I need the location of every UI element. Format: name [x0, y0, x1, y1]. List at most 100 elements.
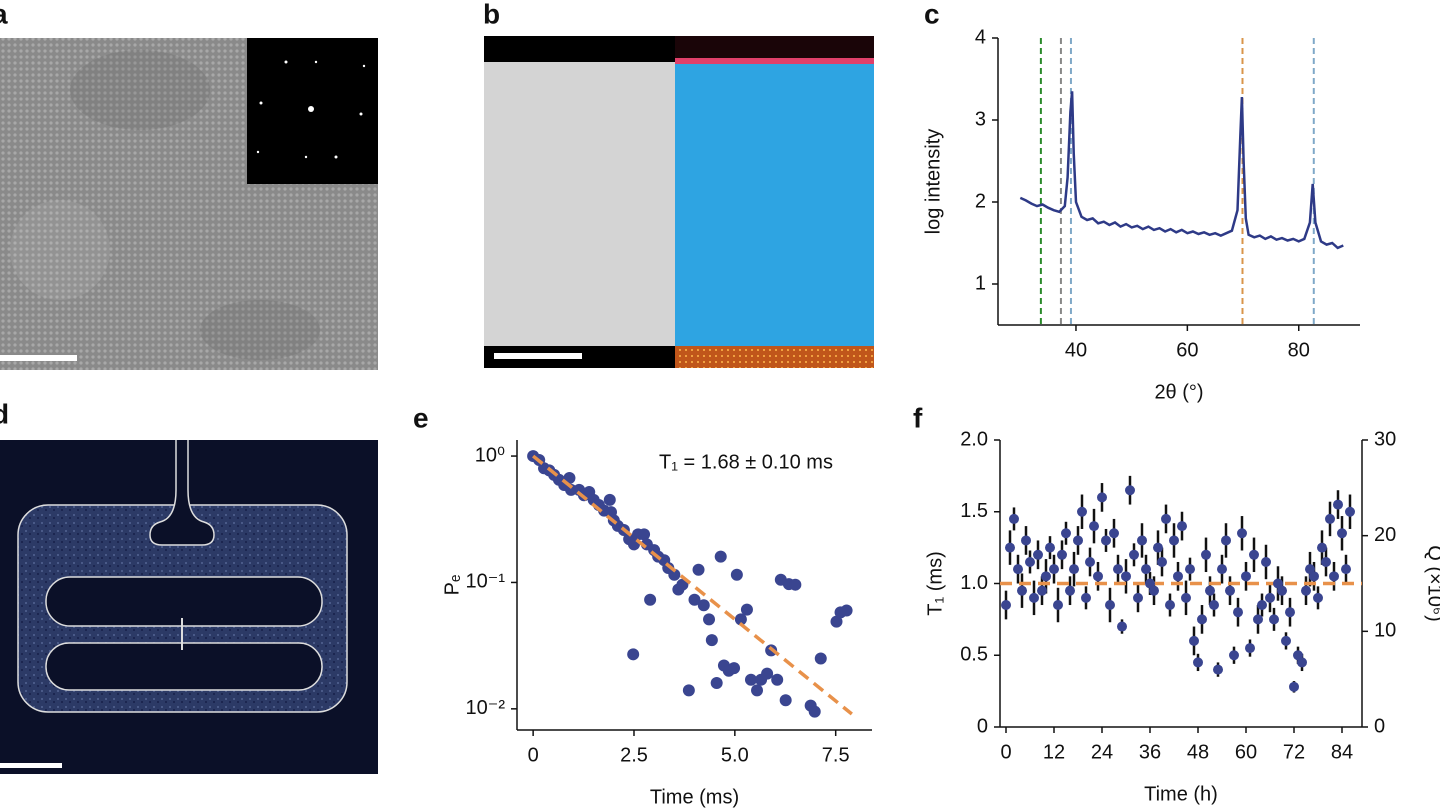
data-point — [1057, 549, 1067, 560]
data-point — [638, 528, 651, 541]
data-point — [714, 550, 727, 563]
data-point — [1141, 564, 1151, 575]
data-point — [779, 694, 792, 707]
data-point — [1001, 600, 1011, 611]
data-point — [1097, 492, 1107, 503]
data-point — [1025, 556, 1035, 567]
data-point — [1313, 592, 1323, 603]
data-point — [1061, 528, 1071, 539]
data-point — [1225, 585, 1235, 596]
data-point — [676, 578, 689, 591]
data-point — [1289, 681, 1299, 692]
y2-tick-label: 10 — [1374, 620, 1396, 642]
data-point — [1197, 614, 1207, 625]
data-point — [1005, 542, 1015, 553]
y-tick-label: 10⁰ — [475, 444, 505, 466]
data-point — [1217, 564, 1227, 575]
data-point — [1081, 592, 1091, 603]
data-point — [1049, 564, 1059, 575]
y-axis-label: Pₑ — [441, 575, 463, 596]
y-tick-label: 0.5 — [960, 644, 988, 666]
panel-label: e — [413, 402, 429, 433]
data-point — [1181, 592, 1191, 603]
data-point — [692, 563, 705, 576]
x-tick-label: 2.5 — [620, 744, 648, 766]
fit-line — [532, 454, 853, 716]
x-tick-label: 0 — [1000, 741, 1011, 763]
panel-label: a — [0, 0, 8, 29]
x-tick-label: 84 — [1331, 741, 1353, 763]
data-point — [1277, 585, 1287, 596]
data-point — [1189, 635, 1199, 646]
data-point — [1109, 528, 1119, 539]
data-point — [1053, 600, 1063, 611]
micrograph-a — [0, 38, 378, 370]
x-tick-label: 80 — [1288, 339, 1310, 361]
x-tick-label: 36 — [1139, 741, 1161, 763]
data-point — [1037, 585, 1047, 596]
y2-tick-label: 0 — [1374, 715, 1385, 737]
data-point — [644, 593, 657, 606]
data-point — [1065, 585, 1075, 596]
x-tick-label: 12 — [1043, 741, 1065, 763]
data-point — [1045, 542, 1055, 553]
data-point — [1321, 556, 1331, 567]
data-point — [744, 673, 757, 686]
data-point — [1021, 535, 1031, 546]
data-point — [1261, 556, 1271, 567]
data-point — [1213, 664, 1223, 675]
y-tick-label: 10⁻¹ — [466, 571, 506, 593]
y-axis-label: T₁ (ms) — [924, 551, 946, 616]
data-point — [1253, 614, 1263, 625]
annotation: T₁ = 1.68 ± 0.10 ms — [659, 451, 833, 473]
data-point — [1233, 607, 1243, 618]
data-point — [1029, 592, 1039, 603]
y-tick-label: 3 — [975, 108, 986, 130]
data-point — [1033, 549, 1043, 560]
data-point — [1201, 549, 1211, 560]
y-tick-label: 1 — [975, 272, 986, 294]
data-point — [740, 603, 753, 616]
y2-tick-label: 30 — [1374, 428, 1396, 450]
x-tick-label: 60 — [1235, 741, 1257, 763]
x-axis-label: Time (ms) — [650, 786, 739, 808]
data-point — [730, 568, 743, 581]
x-tick-label: 0 — [528, 744, 539, 766]
data-point — [1069, 564, 1079, 575]
data-point — [751, 684, 764, 697]
panel-label: d — [0, 398, 9, 429]
data-point — [1245, 643, 1255, 654]
x-axis-label: Time (h) — [1144, 783, 1218, 805]
data-point — [1249, 549, 1259, 560]
data-point — [1009, 513, 1019, 524]
data-point — [1101, 535, 1111, 546]
y-tick-label: 10⁻² — [466, 697, 506, 719]
data-point — [1105, 600, 1115, 611]
data-point — [688, 593, 701, 606]
data-point — [1089, 521, 1099, 532]
data-point — [1129, 549, 1139, 560]
data-point — [1325, 513, 1335, 524]
data-point — [789, 578, 802, 591]
data-point — [1137, 535, 1147, 546]
data-point — [1133, 592, 1143, 603]
data-point — [1017, 585, 1027, 596]
data-point — [1193, 657, 1203, 668]
data-point — [1209, 600, 1219, 611]
data-point — [1121, 571, 1131, 582]
y-tick-label: 4 — [975, 26, 986, 48]
data-point — [1269, 614, 1279, 625]
data-point — [808, 705, 821, 718]
data-point — [1185, 564, 1195, 575]
y-tick-label: 0 — [977, 715, 988, 737]
data-point — [1149, 585, 1159, 596]
data-point — [1333, 499, 1343, 510]
data-point — [668, 568, 681, 581]
panel-label: c — [924, 0, 940, 29]
x-tick-label: 7.5 — [822, 744, 850, 766]
data-point — [1153, 542, 1163, 553]
data-point — [703, 613, 716, 626]
data-point — [734, 613, 747, 626]
x-tick-label: 60 — [1176, 339, 1198, 361]
data-point — [710, 677, 723, 690]
